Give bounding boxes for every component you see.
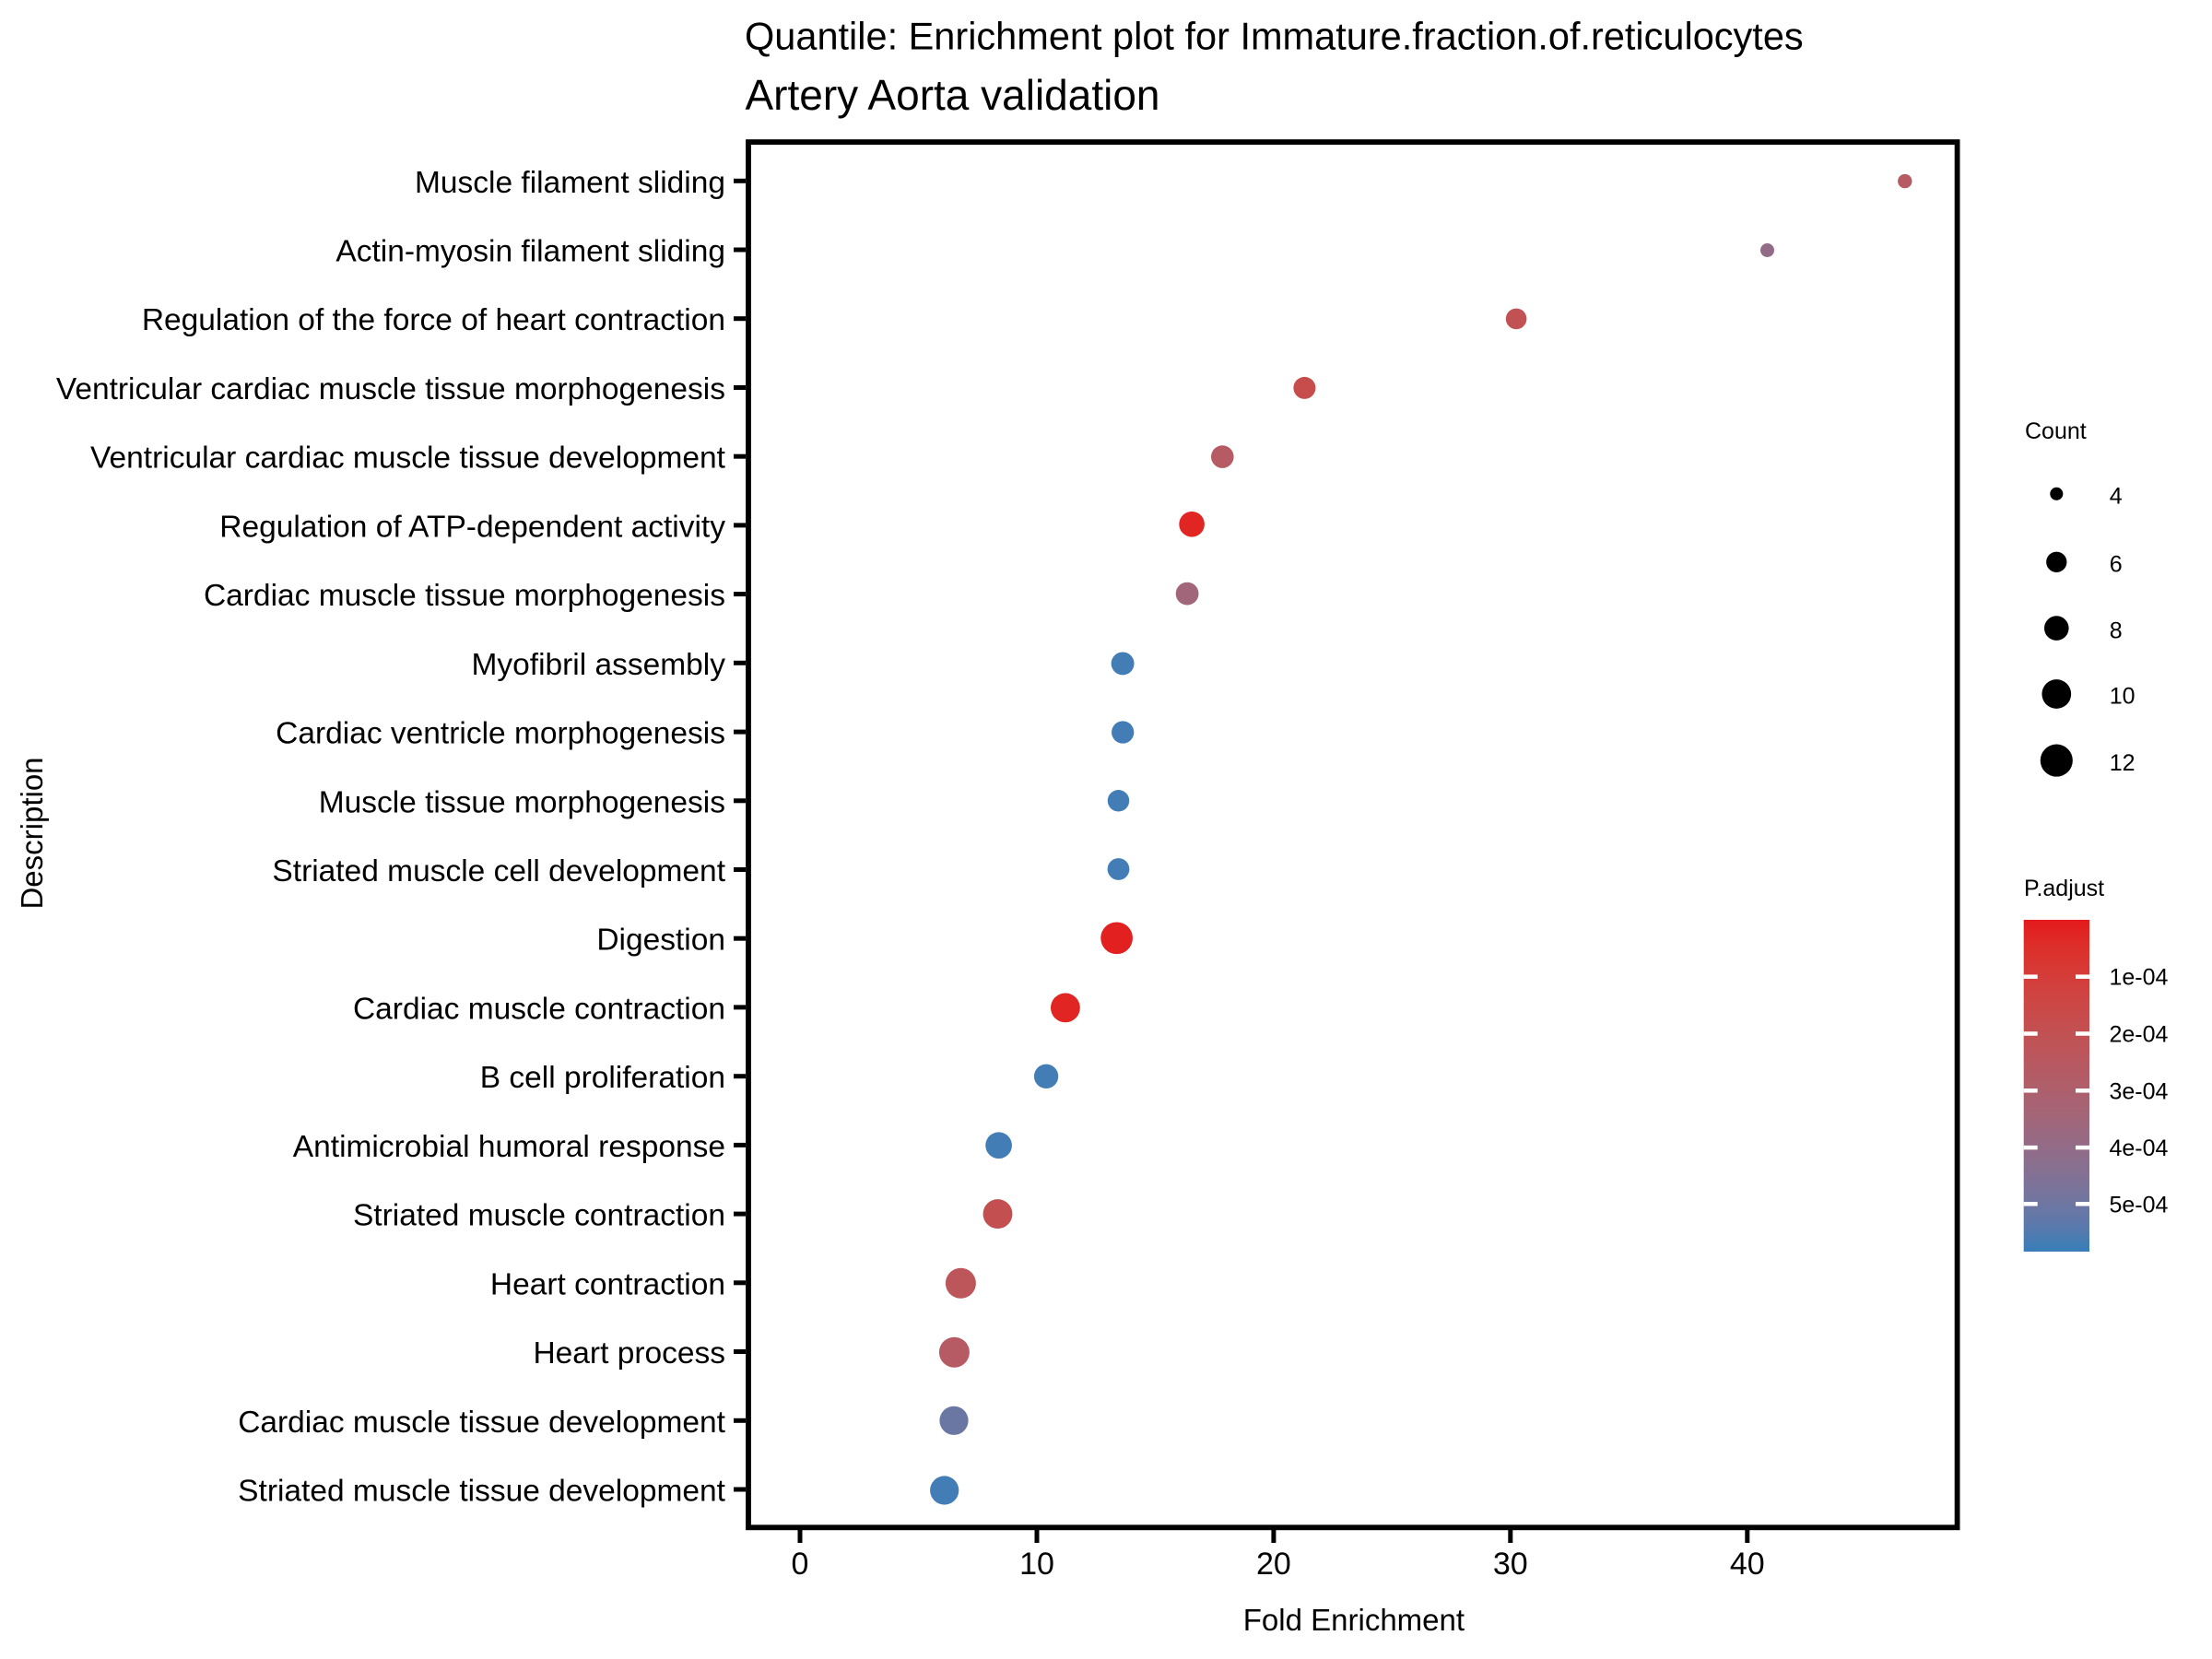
- svg-text:Cardiac muscle tissue developm: Cardiac muscle tissue development: [238, 1406, 725, 1440]
- svg-text:20: 20: [1256, 1547, 1291, 1582]
- svg-text:Cardiac ventricle morphogenesi: Cardiac ventricle morphogenesis: [276, 717, 725, 751]
- svg-text:Cardiac muscle contraction: Cardiac muscle contraction: [353, 992, 725, 1026]
- svg-text:3e-04: 3e-04: [2110, 1078, 2169, 1104]
- svg-text:Striated muscle contraction: Striated muscle contraction: [353, 1199, 725, 1233]
- svg-text:2e-04: 2e-04: [2110, 1022, 2169, 1048]
- svg-text:Count: Count: [2025, 418, 2087, 444]
- svg-text:Fold Enrichment: Fold Enrichment: [1243, 1603, 1465, 1637]
- svg-text:Digestion: Digestion: [596, 924, 725, 958]
- svg-text:Regulation of the force of hea: Regulation of the force of heart contrac…: [142, 303, 725, 337]
- svg-text:Striated muscle tissue develop: Striated muscle tissue development: [238, 1475, 726, 1509]
- svg-text:8: 8: [2110, 618, 2123, 643]
- svg-text:Artery Aorta validation: Artery Aorta validation: [746, 71, 1160, 119]
- svg-text:Ventricular cardiac muscle tis: Ventricular cardiac muscle tissue develo…: [90, 441, 726, 476]
- svg-text:Striated muscle cell developme: Striated muscle cell development: [272, 854, 725, 888]
- svg-text:5e-04: 5e-04: [2110, 1192, 2169, 1218]
- svg-text:Cardiac muscle tissue morphoge: Cardiac muscle tissue morphogenesis: [204, 579, 725, 613]
- svg-text:Heart process: Heart process: [533, 1336, 725, 1371]
- svg-text:1e-04: 1e-04: [2110, 965, 2169, 991]
- svg-text:Quantile: Enrichment plot for: Quantile: Enrichment plot for Immature.f…: [745, 15, 1804, 58]
- svg-text:Ventricular cardiac muscle tis: Ventricular cardiac muscle tissue morpho…: [56, 372, 725, 406]
- svg-text:12: 12: [2110, 750, 2136, 776]
- svg-text:Regulation of ATP-dependent ac: Regulation of ATP-dependent activity: [219, 510, 725, 544]
- svg-text:Actin-myosin filament sliding: Actin-myosin filament sliding: [335, 235, 725, 269]
- svg-text:0: 0: [792, 1547, 809, 1582]
- svg-text:B cell proliferation: B cell proliferation: [480, 1061, 725, 1095]
- svg-text:Heart contraction: Heart contraction: [490, 1267, 725, 1301]
- svg-text:Muscle filament sliding: Muscle filament sliding: [415, 166, 725, 200]
- svg-text:Myofibril assembly: Myofibril assembly: [471, 648, 725, 682]
- svg-text:4e-04: 4e-04: [2110, 1135, 2169, 1161]
- svg-text:Muscle tissue morphogenesis: Muscle tissue morphogenesis: [319, 785, 725, 819]
- svg-text:Description: Description: [15, 757, 49, 909]
- svg-text:40: 40: [1730, 1547, 1765, 1582]
- svg-text:6: 6: [2110, 552, 2123, 578]
- svg-text:30: 30: [1493, 1547, 1528, 1582]
- svg-text:P.adjust: P.adjust: [2024, 876, 2104, 901]
- svg-text:10: 10: [2110, 684, 2136, 710]
- svg-text:Antimicrobial humoral response: Antimicrobial humoral response: [293, 1130, 725, 1164]
- svg-text:10: 10: [1019, 1547, 1054, 1582]
- svg-text:4: 4: [2110, 484, 2123, 510]
